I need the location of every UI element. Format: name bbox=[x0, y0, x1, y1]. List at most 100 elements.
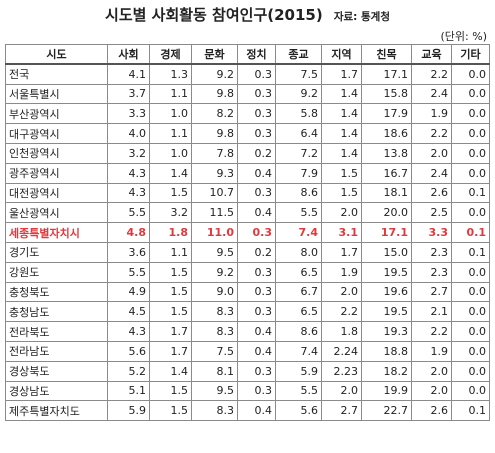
value-cell: 0.4 bbox=[237, 400, 276, 422]
value-cell: 1.0 bbox=[149, 142, 192, 164]
value-cell: 1.9 bbox=[321, 261, 362, 283]
table-row: 부산광역시 3.3 1.0 8.2 0.3 5.8 1.4 17.9 1.9 0.0 bbox=[5, 103, 490, 125]
value-cell: 0.4 bbox=[237, 321, 276, 342]
value-cell: 0.0 bbox=[451, 123, 490, 144]
value-cell: 17.1 bbox=[361, 222, 412, 243]
value-cell: 4.3 bbox=[107, 182, 150, 204]
value-cell: 1.5 bbox=[149, 380, 192, 402]
value-cell: 9.0 bbox=[191, 281, 238, 303]
value-cell: 10.7 bbox=[191, 182, 238, 204]
title-row: 시도별 사회활동 참여인구(2015) 자료: 통계청 bbox=[0, 4, 495, 25]
value-cell: 1.4 bbox=[321, 123, 362, 144]
value-cell: 1.5 bbox=[149, 301, 192, 323]
region-cell: 대전광역시 bbox=[5, 182, 108, 204]
value-cell: 1.8 bbox=[149, 222, 192, 243]
value-cell: 1.9 bbox=[411, 340, 452, 362]
value-cell: 1.7 bbox=[149, 321, 192, 342]
value-cell: 9.8 bbox=[191, 83, 238, 105]
region-cell: 서울특별시 bbox=[5, 83, 108, 105]
value-cell: 0.3 bbox=[237, 222, 276, 243]
column-header: 기타 bbox=[451, 44, 490, 66]
value-cell: 18.2 bbox=[361, 360, 412, 382]
table-row: 울산광역시 5.5 3.2 11.5 0.4 5.5 2.0 20.0 2.5 0.0 bbox=[5, 202, 490, 224]
value-cell: 2.3 bbox=[411, 261, 452, 283]
value-cell: 0.1 bbox=[451, 222, 490, 243]
value-cell: 2.24 bbox=[321, 340, 362, 362]
table-row: 강원도 5.5 1.5 9.2 0.3 6.5 1.9 19.5 2.3 0.0 bbox=[5, 261, 490, 283]
table-row: 전라북도 4.3 1.7 8.3 0.4 8.6 1.8 19.3 2.2 0.0 bbox=[5, 321, 490, 342]
value-cell: 5.9 bbox=[107, 400, 150, 422]
value-cell: 2.0 bbox=[411, 380, 452, 402]
value-cell: 9.3 bbox=[191, 162, 238, 184]
value-cell: 4.9 bbox=[107, 281, 150, 303]
region-cell: 강원도 bbox=[5, 261, 108, 283]
value-cell: 1.5 bbox=[149, 261, 192, 283]
value-cell: 0.0 bbox=[451, 301, 490, 323]
value-cell: 2.7 bbox=[411, 281, 452, 303]
column-header: 종교 bbox=[275, 44, 322, 66]
region-cell: 광주광역시 bbox=[5, 162, 108, 184]
table-row: 인천광역시 3.2 1.0 7.8 0.2 7.2 1.4 13.8 2.0 0.0 bbox=[5, 142, 490, 164]
value-cell: 1.5 bbox=[149, 182, 192, 204]
value-cell: 19.5 bbox=[361, 261, 412, 283]
value-cell: 5.6 bbox=[275, 400, 322, 422]
value-cell: 3.6 bbox=[107, 241, 150, 263]
value-cell: 5.1 bbox=[107, 380, 150, 402]
table-row: 경상남도 5.1 1.5 9.5 0.3 5.5 2.0 19.9 2.0 0.0 bbox=[5, 380, 490, 402]
value-cell: 19.3 bbox=[361, 321, 412, 342]
region-cell: 경기도 bbox=[5, 241, 108, 263]
value-cell: 2.2 bbox=[321, 301, 362, 323]
value-cell: 2.0 bbox=[411, 142, 452, 164]
value-cell: 5.5 bbox=[275, 380, 322, 402]
value-cell: 0.0 bbox=[451, 321, 490, 342]
region-cell: 대구광역시 bbox=[5, 123, 108, 144]
value-cell: 0.0 bbox=[451, 261, 490, 283]
value-cell: 1.4 bbox=[321, 103, 362, 125]
unit-label: (단위: %) bbox=[440, 30, 487, 43]
value-cell: 0.1 bbox=[451, 400, 490, 422]
value-cell: 3.1 bbox=[321, 222, 362, 243]
value-cell: 4.8 bbox=[107, 222, 150, 243]
column-header: 사회 bbox=[107, 44, 150, 66]
value-cell: 0.3 bbox=[237, 83, 276, 105]
table-row: 전라남도 5.6 1.7 7.5 0.4 7.4 2.24 18.8 1.9 0.0 bbox=[5, 340, 490, 362]
value-cell: 11.5 bbox=[191, 202, 238, 224]
region-cell: 제주특별자치도 bbox=[5, 400, 108, 422]
value-cell: 1.5 bbox=[149, 281, 192, 303]
value-cell: 3.2 bbox=[149, 202, 192, 224]
table-row: 광주광역시 4.3 1.4 9.3 0.4 7.9 1.5 16.7 2.4 0.0 bbox=[5, 162, 490, 184]
value-cell: 9.5 bbox=[191, 380, 238, 402]
value-cell: 1.7 bbox=[149, 340, 192, 362]
value-cell: 0.3 bbox=[237, 261, 276, 283]
column-header: 경제 bbox=[149, 44, 192, 66]
value-cell: 8.6 bbox=[275, 182, 322, 204]
region-cell: 전라북도 bbox=[5, 321, 108, 342]
value-cell: 7.4 bbox=[275, 222, 322, 243]
value-cell: 7.5 bbox=[275, 63, 322, 85]
table-row: 충청남도 4.5 1.5 8.3 0.3 6.5 2.2 19.5 2.1 0.0 bbox=[5, 301, 490, 323]
value-cell: 2.6 bbox=[411, 400, 452, 422]
table-row: 제주특별자치도 5.9 1.5 8.3 0.4 5.6 2.7 22.7 2.6 0.1 bbox=[5, 400, 490, 422]
value-cell: 1.7 bbox=[321, 63, 362, 85]
value-cell: 2.3 bbox=[411, 241, 452, 263]
value-cell: 1.9 bbox=[411, 103, 452, 125]
value-cell: 17.9 bbox=[361, 103, 412, 125]
value-cell: 0.4 bbox=[237, 202, 276, 224]
value-cell: 19.9 bbox=[361, 380, 412, 402]
region-cell: 인천광역시 bbox=[5, 142, 108, 164]
value-cell: 9.2 bbox=[191, 261, 238, 283]
value-cell: 1.0 bbox=[149, 103, 192, 125]
region-cell: 충청남도 bbox=[5, 301, 108, 323]
value-cell: 2.0 bbox=[321, 281, 362, 303]
column-header: 문화 bbox=[191, 44, 238, 66]
value-cell: 0.0 bbox=[451, 281, 490, 303]
value-cell: 3.3 bbox=[107, 103, 150, 125]
value-cell: 5.5 bbox=[107, 261, 150, 283]
value-cell: 1.5 bbox=[149, 400, 192, 422]
value-cell: 9.2 bbox=[275, 83, 322, 105]
table-body: 전국 4.1 1.3 9.2 0.3 7.5 1.7 17.1 2.2 0.0 서울특별시 3.7 1.… bbox=[5, 63, 490, 422]
value-cell: 4.3 bbox=[107, 162, 150, 184]
value-cell: 7.9 bbox=[275, 162, 322, 184]
value-cell: 0.0 bbox=[451, 360, 490, 382]
value-cell: 0.1 bbox=[451, 182, 490, 204]
